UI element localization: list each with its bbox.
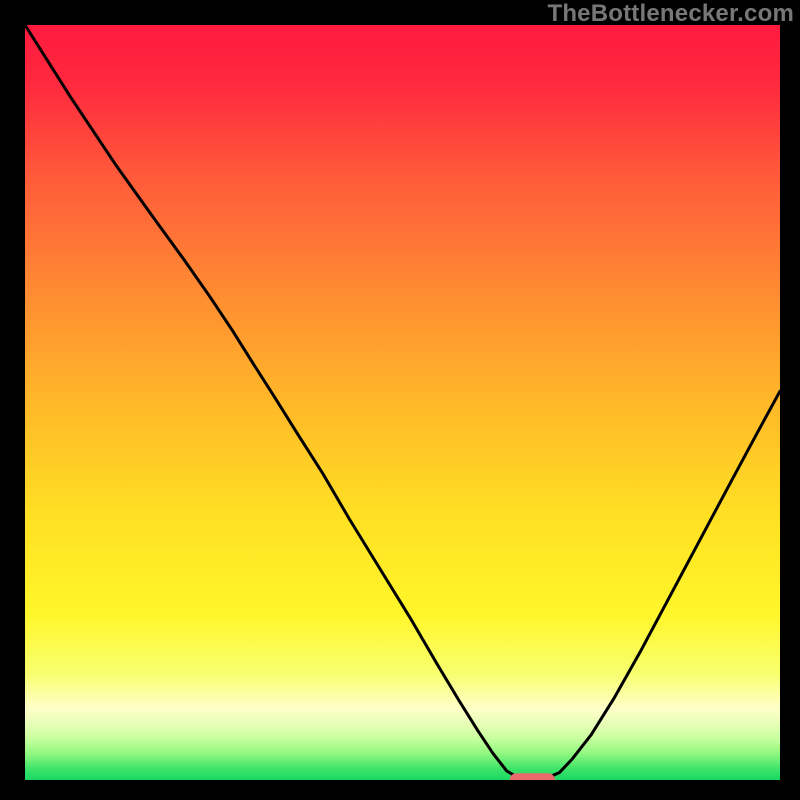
chart-overlay — [25, 25, 780, 780]
chart-frame: TheBottlenecker.com — [0, 0, 800, 800]
bottleneck-curve — [25, 25, 780, 778]
optimum-marker — [510, 773, 555, 780]
plot-area — [25, 25, 780, 780]
watermark-text: TheBottlenecker.com — [547, 0, 794, 28]
